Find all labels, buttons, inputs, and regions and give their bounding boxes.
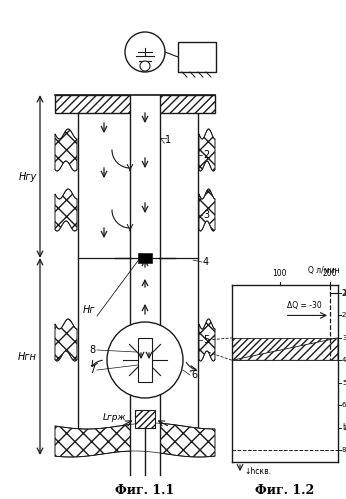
Bar	[138, 338, 152, 382]
Polygon shape	[199, 189, 215, 231]
Polygon shape	[55, 129, 77, 171]
Text: 3": 3"	[342, 335, 346, 341]
Text: 2: 2	[203, 150, 209, 160]
Text: 5: 5	[203, 335, 209, 345]
Text: 100: 100	[272, 269, 287, 278]
Text: 1": 1"	[342, 290, 346, 296]
Text: 6": 6"	[342, 402, 346, 408]
Circle shape	[140, 61, 150, 71]
Text: 6: 6	[191, 370, 197, 380]
Text: 2": 2"	[342, 312, 346, 318]
Polygon shape	[55, 189, 77, 231]
Text: Hгн: Hгн	[18, 351, 37, 361]
Bar	[232, 338, 338, 360]
Text: 7: 7	[89, 365, 95, 375]
Text: ↓hскв.: ↓hскв.	[244, 468, 271, 477]
Text: Фиг. 1.1: Фиг. 1.1	[115, 484, 175, 497]
Polygon shape	[55, 319, 77, 361]
Text: 1: 1	[165, 135, 171, 145]
Bar	[130, 95, 160, 475]
Text: 200: 200	[323, 269, 337, 278]
Text: LгзА: LгзА	[342, 423, 346, 432]
Text: Q л/мин: Q л/мин	[308, 266, 340, 275]
Circle shape	[107, 322, 183, 398]
Bar	[55, 95, 215, 113]
Bar	[178, 42, 216, 72]
Text: 4: 4	[203, 257, 209, 267]
Polygon shape	[232, 338, 338, 360]
Polygon shape	[199, 129, 215, 171]
Text: Hг: Hг	[82, 305, 95, 315]
Bar	[138, 253, 152, 263]
Text: 7": 7"	[342, 425, 346, 431]
Text: 8": 8"	[342, 447, 346, 453]
Text: 8: 8	[89, 345, 95, 355]
Polygon shape	[199, 319, 215, 361]
Polygon shape	[55, 423, 215, 457]
Text: 230: 230	[342, 288, 346, 297]
Text: Lгрж: Lгрж	[103, 414, 127, 423]
Text: 5": 5"	[342, 380, 346, 386]
Text: 4": 4"	[342, 357, 346, 363]
Text: Фиг. 1.2: Фиг. 1.2	[255, 484, 315, 497]
Circle shape	[125, 32, 165, 72]
Text: 3: 3	[203, 210, 209, 220]
Bar	[135, 410, 155, 428]
Text: Hгy: Hгy	[19, 172, 37, 182]
Text: ΔQ = -30: ΔQ = -30	[288, 301, 322, 310]
